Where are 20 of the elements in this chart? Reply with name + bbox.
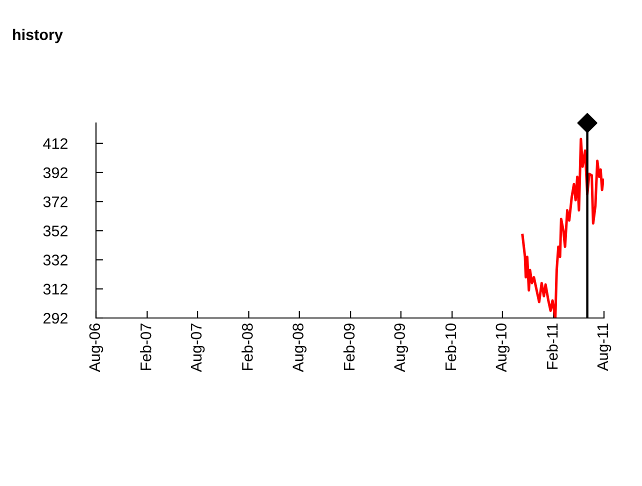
x-tick-label: Aug-06 xyxy=(89,324,104,372)
line-series xyxy=(521,138,604,318)
y-tick-label: 412 xyxy=(43,138,68,149)
x-tick-label: Feb-11 xyxy=(546,324,558,369)
x-tick-label: Aug-10 xyxy=(496,323,510,372)
x-tick-label: Aug-08 xyxy=(292,324,306,372)
x-tick-label: Aug-07 xyxy=(190,324,205,372)
x-tick-label: Feb-09 xyxy=(343,324,355,370)
x-tick-label: Aug-09 xyxy=(394,324,408,372)
y-tick-label: 392 xyxy=(43,167,68,178)
y-tick-label: 332 xyxy=(43,254,68,266)
y-tick-label: 292 xyxy=(44,312,68,324)
x-tick-label: Feb-10 xyxy=(444,323,456,370)
y-tick-label: 312 xyxy=(43,284,68,295)
chart-title: history xyxy=(13,28,63,44)
x-tick-label: Feb-08 xyxy=(242,324,253,370)
x-tick-label: Aug-11 xyxy=(597,324,612,371)
y-tick-label: 352 xyxy=(43,226,68,236)
x-tick-label: Feb-07 xyxy=(140,324,152,370)
y-tick-label: 372 xyxy=(43,196,68,208)
